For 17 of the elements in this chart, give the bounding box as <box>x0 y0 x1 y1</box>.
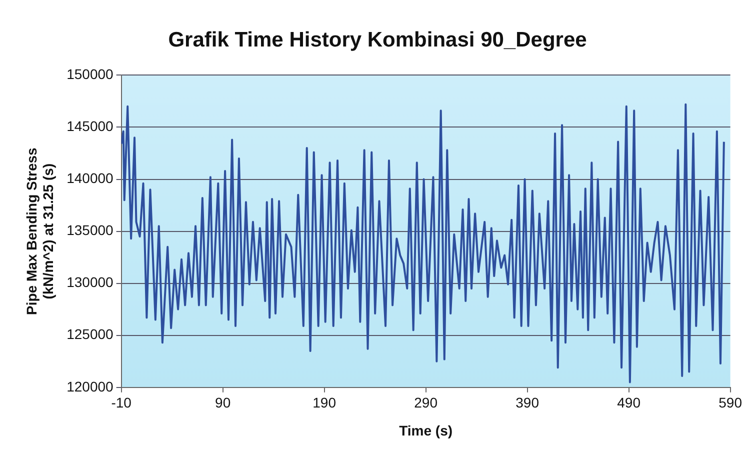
x-tick-label: 190 <box>312 394 336 411</box>
x-tick-label: -10 <box>111 394 132 411</box>
y-axis-title: Pipe Max Bending Stress (kN/m^2) at 31.25 (s) <box>23 147 56 315</box>
x-tick-label: 390 <box>516 394 540 411</box>
y-tick-label: 120000 <box>66 378 114 394</box>
x-tick-label: 90 <box>215 394 231 411</box>
y-tick-label: 150000 <box>66 66 114 82</box>
x-tick-label: 590 <box>718 394 742 411</box>
x-tick-label: 490 <box>617 394 641 411</box>
y-tick-label: 135000 <box>66 222 114 238</box>
y-tick-label: 145000 <box>66 118 114 134</box>
x-axis-title: Time (s) <box>399 422 453 438</box>
x-tick-label: 290 <box>414 394 438 411</box>
y-tick-label: 140000 <box>66 170 114 186</box>
chart-title: Grafik Time History Kombinasi 90_Degree <box>168 28 587 52</box>
y-tick-label: 125000 <box>66 326 114 342</box>
y-tick-label: 130000 <box>66 274 114 290</box>
